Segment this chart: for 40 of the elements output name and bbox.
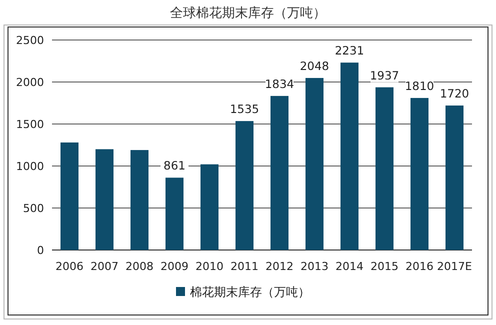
x-tick-label: 2012	[266, 260, 294, 273]
legend-label: 棉花期末库存（万吨）	[190, 285, 310, 299]
bar	[200, 164, 218, 250]
x-tick-label: 2008	[126, 260, 154, 273]
data-label: 1937	[370, 68, 400, 82]
x-tick-label: 2016	[406, 260, 434, 273]
bar	[236, 121, 254, 250]
x-tick-label: 2006	[56, 260, 84, 273]
y-tick-label: 500	[23, 202, 44, 215]
data-label: 1535	[230, 102, 260, 116]
x-tick-label: 2007	[90, 260, 118, 273]
x-tick-label: 2015	[370, 260, 398, 273]
x-tick-label: 2011	[230, 260, 258, 273]
x-tick-label: 2017E	[437, 260, 472, 273]
bar	[130, 150, 148, 250]
bar	[166, 178, 184, 250]
x-tick-label: 2009	[160, 260, 188, 273]
data-label: 1810	[404, 78, 434, 93]
bar	[376, 87, 394, 250]
y-tick-label: 0	[37, 244, 44, 257]
x-tick-label: 2014	[336, 260, 364, 273]
bar	[410, 98, 428, 250]
y-tick-label: 2500	[16, 34, 44, 47]
data-label: 861	[164, 158, 186, 173]
x-tick-label: 2013	[300, 260, 328, 273]
bar	[446, 106, 464, 250]
bar	[306, 78, 324, 250]
y-tick-label: 1000	[16, 160, 44, 173]
bar	[340, 62, 358, 250]
bar	[270, 96, 288, 250]
data-label: 2048	[300, 58, 330, 73]
x-tick-label: 2010	[196, 260, 224, 273]
chart-title: 全球棉花期末库存（万吨）	[170, 6, 326, 21]
bar	[60, 142, 78, 250]
data-label: 2231	[334, 44, 364, 58]
data-label: 1834	[264, 76, 294, 91]
data-label: 1720	[440, 86, 470, 101]
bar	[96, 149, 114, 250]
y-tick-label: 1500	[16, 118, 44, 131]
y-tick-label: 2000	[16, 76, 44, 89]
